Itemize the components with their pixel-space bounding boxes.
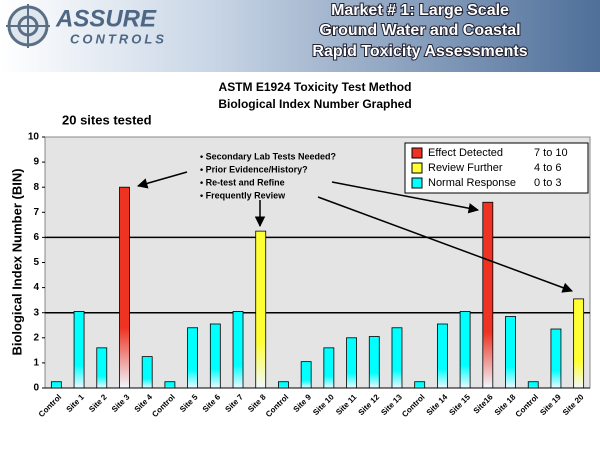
bar <box>414 381 426 389</box>
logo-sub: CONTROLS <box>70 31 167 46</box>
logo-name: ASSURE <box>55 5 157 32</box>
chart-title: Biological Index Number Graphed <box>218 97 411 111</box>
chart-title: ASTM E1924 Toxicity Test Method <box>219 80 412 94</box>
legend-label: Review Further <box>428 162 503 174</box>
annotation: • Prior Evidence/History? <box>200 164 308 174</box>
slide-title: Ground Water and Coastal <box>319 22 520 39</box>
bar <box>73 311 85 389</box>
y-tick-label: 5 <box>33 257 39 268</box>
x-tick-label: Site 5 <box>178 392 200 414</box>
legend-label: Effect Detected <box>428 147 503 159</box>
legend-box <box>404 142 589 194</box>
y-tick-label: 8 <box>33 182 39 193</box>
y-tick-label: 1 <box>33 358 39 369</box>
legend-range: 0 to 3 <box>534 177 562 189</box>
x-tick-label: Site 3 <box>110 392 132 414</box>
bar <box>323 347 335 389</box>
bar <box>459 311 471 389</box>
x-tick-label: Site 10 <box>311 392 336 417</box>
bar <box>232 311 244 389</box>
annotation: • Frequently Review <box>200 190 286 200</box>
x-tick-label: Site 6 <box>201 392 223 414</box>
bar <box>164 381 176 389</box>
x-tick-label: Site16 <box>472 392 495 415</box>
x-tick-label: Control <box>514 393 540 419</box>
bar <box>505 316 516 389</box>
bar <box>278 381 289 389</box>
y-tick-label: 4 <box>33 282 39 293</box>
legend-label: Normal Response <box>428 177 516 189</box>
legend-swatch <box>411 177 423 189</box>
bar <box>391 327 403 389</box>
y-tick-label: 0 <box>33 383 39 394</box>
bar <box>436 323 448 389</box>
bar <box>209 323 221 389</box>
x-tick-label: Control <box>150 393 176 419</box>
bar <box>141 356 153 389</box>
x-tick-label: Site 11 <box>334 392 359 417</box>
x-tick-label: Site 15 <box>447 392 472 417</box>
bar <box>482 201 494 389</box>
bar <box>573 298 585 389</box>
y-tick-label: 6 <box>33 232 39 243</box>
x-tick-label: Site 2 <box>87 392 109 414</box>
bar <box>255 230 267 389</box>
legend-swatch <box>411 147 423 159</box>
bar <box>368 336 380 389</box>
x-tick-label: Control <box>264 393 290 419</box>
chart-subtitle: 20 sites tested <box>62 112 152 127</box>
legend-swatch <box>411 162 423 174</box>
slide-title: Rapid Toxicity Assessments <box>312 43 527 60</box>
annotation: • Re-test and Refine <box>200 177 285 187</box>
legend-range: 4 to 6 <box>534 162 562 174</box>
logo <box>6 4 50 48</box>
x-tick-label: Site 12 <box>357 392 382 417</box>
arrows <box>136 171 573 293</box>
bar <box>300 361 312 389</box>
y-tick-label: 7 <box>33 207 39 218</box>
y-tick-label: 10 <box>28 132 40 143</box>
y-axis-label: Biological Index Number (BIN) <box>9 168 24 355</box>
bar <box>96 347 108 389</box>
slide-title: Market # 1: Large Scale <box>331 2 509 19</box>
annotation: • Secondary Lab Tests Needed? <box>200 151 336 161</box>
legend-range: 7 to 10 <box>534 147 568 159</box>
y-tick-label: 9 <box>33 157 39 168</box>
x-tick-label: Control <box>37 393 63 419</box>
x-tick-label: Control <box>400 393 426 419</box>
bar <box>187 327 199 389</box>
bar <box>550 328 562 389</box>
x-tick-label: Site 14 <box>425 392 450 417</box>
bar <box>346 337 357 389</box>
header-band <box>0 0 600 72</box>
x-tick-label: Site 1 <box>65 392 87 414</box>
x-tick-label: Site 19 <box>538 392 563 417</box>
bar <box>50 381 62 389</box>
x-tick-label: Site 7 <box>223 392 245 414</box>
bar <box>527 381 539 389</box>
y-tick-label: 2 <box>33 332 39 343</box>
y-tick-label: 3 <box>33 307 39 318</box>
bar <box>119 186 130 389</box>
x-tick-label: Site 20 <box>561 392 586 417</box>
